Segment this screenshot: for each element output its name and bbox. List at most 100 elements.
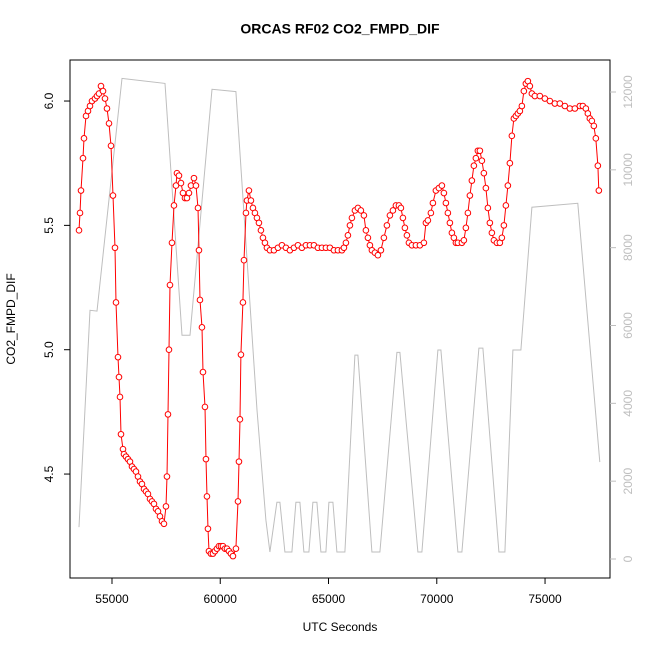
data-point <box>80 135 88 142</box>
data-point <box>362 227 370 234</box>
data-point <box>163 473 171 480</box>
x-axis-label: UTC Seconds <box>303 620 378 634</box>
data-point <box>199 368 207 376</box>
data-point <box>112 299 120 306</box>
data-point <box>424 217 432 224</box>
data-point <box>185 189 193 197</box>
data-point <box>111 244 119 252</box>
x-tick-label: 70000 <box>420 592 454 606</box>
data-point <box>374 251 382 259</box>
data-point <box>383 222 391 229</box>
data-point <box>190 174 198 182</box>
data-point <box>546 97 554 105</box>
data-point <box>446 219 454 227</box>
x-tick-label: 75000 <box>528 592 562 606</box>
data-point <box>420 239 428 247</box>
data-point <box>245 187 253 194</box>
data-point <box>590 122 598 130</box>
data-point <box>348 214 356 222</box>
data-point <box>478 157 486 165</box>
data-point <box>198 324 206 331</box>
data-point <box>77 187 85 194</box>
data-point <box>444 209 452 217</box>
data-point <box>561 102 569 110</box>
data-point <box>160 520 168 528</box>
data-point <box>464 209 472 217</box>
data-point <box>232 545 240 552</box>
data-point <box>247 197 255 204</box>
data-point <box>380 234 388 242</box>
data-point <box>541 95 549 102</box>
y2-tick-label: 0 <box>621 555 635 562</box>
y2-tick-label: 2000 <box>621 468 635 495</box>
data-point <box>556 100 564 107</box>
data-point <box>236 416 244 423</box>
chart-title: ORCAS RF02 CO2_FMPD_DIF <box>240 21 440 37</box>
data-point <box>504 182 512 189</box>
data-point <box>99 87 107 95</box>
y-tick-label: 6.0 <box>42 92 56 109</box>
data-point <box>115 373 123 381</box>
y-tick-label: 5.0 <box>42 341 56 358</box>
y2-tick-label: 6000 <box>621 312 635 339</box>
y2-tick-label: 12000 <box>621 75 635 109</box>
data-point <box>484 204 492 212</box>
series-line <box>78 77 601 553</box>
data-point <box>399 214 407 222</box>
data-point <box>506 159 514 167</box>
data-point <box>170 202 178 209</box>
data-point <box>442 199 450 207</box>
data-point <box>346 222 354 229</box>
y2-tick-label: 8000 <box>621 234 635 261</box>
data-point <box>401 224 409 232</box>
data-point <box>344 232 352 239</box>
data-point <box>175 172 183 179</box>
data-point <box>472 154 480 162</box>
data-point <box>117 430 125 438</box>
data-point <box>595 187 603 194</box>
data-point <box>168 239 176 247</box>
data-point <box>508 132 516 140</box>
data-point <box>192 182 200 189</box>
data-point <box>468 177 476 184</box>
data-point <box>109 192 117 199</box>
data-point <box>242 209 250 217</box>
x-tick-label: 65000 <box>312 592 346 606</box>
data-point <box>470 162 478 169</box>
data-point <box>164 411 172 418</box>
data-point <box>107 142 115 150</box>
data-point <box>364 234 372 242</box>
data-point <box>500 222 508 229</box>
data-point <box>172 182 180 189</box>
data-point <box>114 353 122 361</box>
data-point <box>482 184 490 192</box>
data-point <box>460 236 468 244</box>
data-point <box>202 455 210 463</box>
data-point <box>518 102 526 110</box>
data-point <box>440 189 448 197</box>
data-point <box>486 219 494 227</box>
data-point <box>360 212 368 219</box>
data-point <box>201 403 209 411</box>
data-point <box>526 82 534 90</box>
data-point <box>196 296 204 304</box>
y2-tick-label: 4000 <box>621 390 635 417</box>
data-point <box>403 232 411 239</box>
data-point <box>234 498 242 505</box>
data-point <box>571 105 579 112</box>
data-point <box>116 393 124 401</box>
data-point <box>255 219 263 227</box>
data-point <box>476 147 484 155</box>
data-point <box>101 95 109 102</box>
data-point <box>203 493 211 500</box>
data-point <box>480 169 488 177</box>
data-point <box>235 458 243 465</box>
y2-tick-label: 10000 <box>621 153 635 187</box>
data-point <box>195 246 203 254</box>
data-point <box>386 212 394 219</box>
data-point <box>162 503 170 510</box>
data-point <box>357 207 365 214</box>
y-tick-label: 5.5 <box>42 217 56 234</box>
data-point <box>462 224 470 232</box>
data-point <box>103 105 111 112</box>
